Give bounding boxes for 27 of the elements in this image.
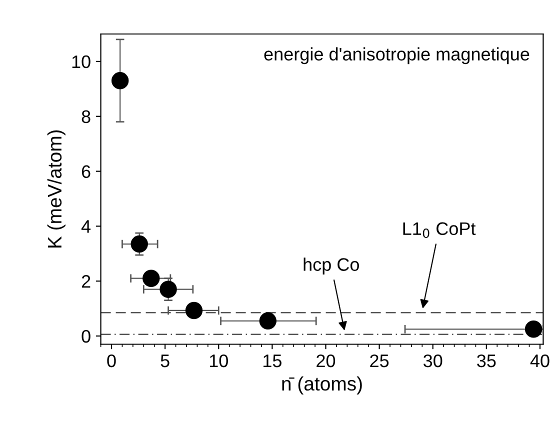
y-tick-label: 2 [82,275,90,288]
x-tick-label: 30 [424,354,442,368]
y-tick-label: 4 [81,220,91,233]
y-tick-label: 6 [82,165,90,178]
y-axis-title: K (meV/atom) [47,130,66,248]
x-tick-label: 20 [316,354,336,368]
annotation: L1$_{0}$ CoPt [403,222,476,238]
x-tick-label: 10 [210,354,228,368]
x-axis-title: n̄ (atoms) [282,376,362,394]
annotation: energie d'anisotropie magnetique [264,47,530,64]
x-tick-label: 0 [107,354,116,368]
x-tick-label: 25 [370,354,389,368]
y-tick-label: 8 [82,110,90,124]
point [160,280,177,298]
x-tick-label: 40 [530,354,550,368]
point [185,302,203,320]
point [111,72,129,90]
y-tick-label: 0 [82,330,90,343]
point [142,270,160,287]
point [259,312,277,330]
annotation: hcp Co [304,258,359,275]
point [130,235,148,253]
point [524,320,542,338]
x-tick-label: 15 [264,354,282,368]
x-tick-label: 35 [477,354,496,368]
y-tick-label: 10 [72,55,90,68]
x-tick-label: 5 [160,354,170,368]
